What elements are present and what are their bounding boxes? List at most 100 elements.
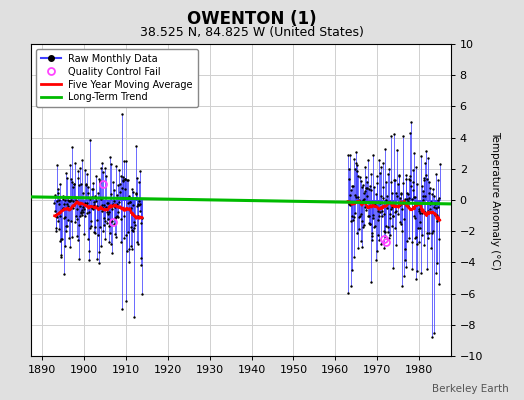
Point: [133, 202, 141, 209]
Point: [355, 197, 363, 203]
Point: [431, 205, 440, 211]
Point: [121, 186, 129, 192]
Point: [428, 191, 436, 197]
Point: [84, 236, 92, 242]
Y-axis label: Temperature Anomaly (°C): Temperature Anomaly (°C): [490, 130, 500, 270]
Point: [369, 152, 377, 158]
Point: [419, 188, 427, 194]
Point: [389, 265, 398, 272]
Point: [64, 198, 73, 204]
Point: [84, 247, 93, 254]
Point: [426, 201, 434, 208]
Point: [376, 170, 384, 177]
Point: [388, 203, 396, 210]
Point: [395, 201, 403, 208]
Point: [431, 211, 439, 218]
Point: [116, 181, 124, 187]
Point: [78, 157, 86, 164]
Point: [70, 181, 79, 188]
Point: [373, 179, 381, 186]
Point: [99, 204, 107, 211]
Point: [123, 247, 131, 254]
Point: [432, 212, 441, 218]
Point: [102, 200, 111, 206]
Point: [130, 225, 139, 231]
Point: [373, 248, 381, 255]
Point: [363, 178, 372, 185]
Point: [389, 130, 398, 137]
Point: [365, 186, 374, 192]
Point: [415, 208, 423, 214]
Point: [124, 246, 133, 252]
Point: [344, 176, 353, 182]
Point: [353, 168, 362, 174]
Point: [65, 234, 73, 241]
Point: [94, 232, 102, 238]
Point: [348, 183, 357, 189]
Point: [104, 210, 113, 217]
Point: [411, 164, 420, 170]
Point: [87, 218, 95, 224]
Point: [124, 200, 132, 207]
Point: [362, 174, 370, 180]
Point: [417, 270, 425, 276]
Point: [64, 203, 72, 210]
Point: [402, 264, 410, 270]
Point: [392, 192, 401, 199]
Point: [409, 179, 418, 186]
Point: [82, 200, 90, 207]
Point: [112, 214, 121, 220]
Point: [108, 218, 116, 224]
Point: [63, 175, 72, 182]
Point: [80, 231, 89, 238]
Point: [104, 208, 113, 215]
Point: [77, 180, 85, 187]
Point: [72, 196, 80, 203]
Point: [102, 204, 110, 211]
Point: [107, 160, 115, 167]
Point: [357, 238, 365, 244]
Point: [401, 196, 409, 202]
Point: [68, 178, 76, 185]
Point: [60, 215, 68, 222]
Point: [391, 176, 400, 183]
Point: [95, 176, 103, 182]
Point: [354, 194, 362, 200]
Point: [136, 208, 144, 214]
Text: Berkeley Earth: Berkeley Earth: [432, 384, 508, 394]
Point: [434, 204, 442, 210]
Point: [369, 224, 378, 230]
Point: [67, 196, 75, 203]
Point: [421, 192, 429, 199]
Point: [428, 230, 436, 236]
Point: [79, 208, 87, 215]
Point: [409, 187, 417, 194]
Point: [126, 199, 135, 205]
Point: [351, 191, 359, 198]
Point: [71, 194, 80, 201]
Point: [55, 226, 63, 232]
Point: [407, 183, 415, 189]
Point: [51, 225, 60, 231]
Point: [61, 213, 70, 220]
Point: [128, 186, 137, 192]
Point: [128, 246, 136, 252]
Point: [110, 221, 118, 228]
Point: [117, 239, 125, 245]
Point: [413, 241, 421, 247]
Point: [119, 174, 127, 180]
Point: [401, 246, 409, 252]
Point: [374, 208, 383, 215]
Point: [103, 220, 111, 226]
Point: [77, 209, 85, 216]
Point: [72, 233, 81, 240]
Text: 38.525 N, 84.825 W (United States): 38.525 N, 84.825 W (United States): [139, 26, 364, 39]
Point: [132, 143, 140, 150]
Point: [348, 183, 357, 190]
Point: [432, 171, 440, 177]
Point: [384, 224, 392, 230]
Point: [390, 209, 399, 215]
Point: [417, 152, 425, 159]
Point: [75, 182, 83, 188]
Point: [96, 196, 105, 203]
